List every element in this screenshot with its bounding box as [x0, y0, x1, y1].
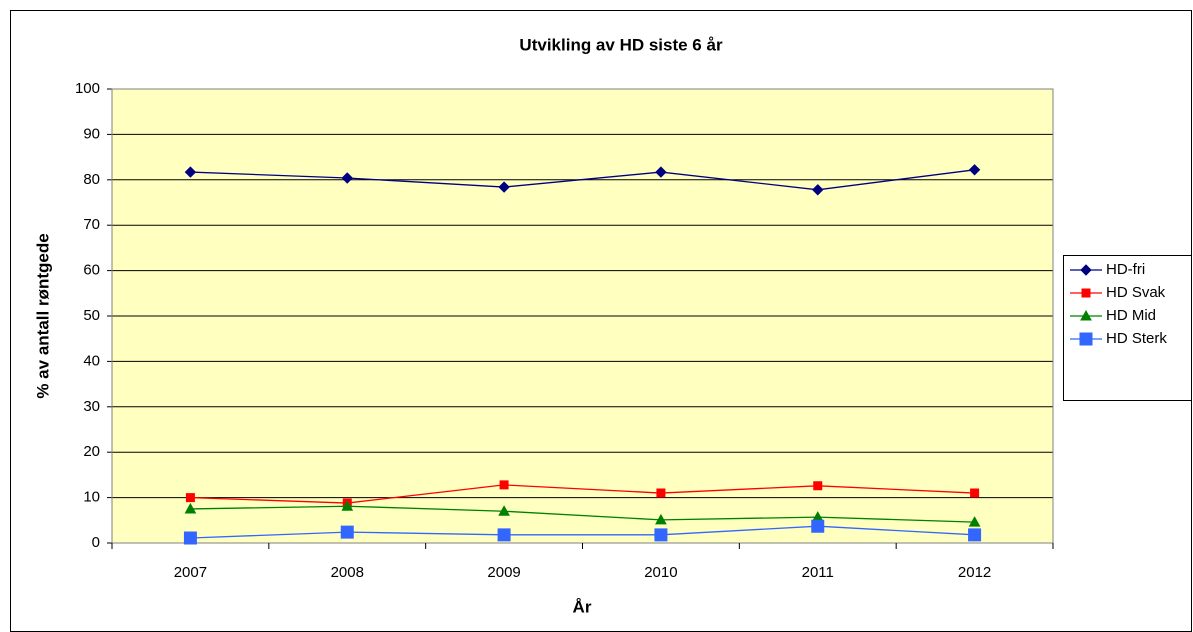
marker: [185, 493, 195, 503]
marker: [656, 488, 666, 498]
y-tick-label: 0: [92, 534, 100, 551]
y-axis-label: % av antall røntgede: [33, 233, 52, 398]
legend-marker: [1081, 288, 1091, 298]
marker: [811, 519, 825, 533]
y-tick-label: 90: [83, 125, 100, 142]
y-tick-label: 30: [83, 398, 100, 415]
marker: [968, 516, 981, 527]
marker: [340, 525, 354, 539]
marker: [655, 166, 667, 178]
x-tick-label: 2011: [802, 564, 834, 581]
marker: [184, 166, 197, 178]
y-tick-label: 40: [83, 352, 100, 369]
marker: [184, 502, 197, 514]
x-tick-label: 2010: [644, 564, 677, 581]
y-tick-label: 10: [83, 489, 100, 506]
y-tick-label: 60: [83, 262, 100, 279]
marker: [341, 500, 354, 511]
marker: [812, 184, 824, 196]
marker: [654, 528, 668, 542]
marker: [655, 513, 667, 525]
marker: [813, 481, 823, 491]
legend-marker: [1080, 264, 1092, 276]
marker: [968, 528, 982, 542]
series-line: [190, 525, 975, 539]
marker: [341, 172, 353, 184]
marker: [498, 505, 510, 516]
series-line: [190, 169, 975, 191]
chart-title: Utvikling av HD siste 6 år: [519, 35, 723, 54]
y-tick-label: 100: [75, 80, 100, 97]
y-tick-label: 70: [83, 216, 100, 233]
legend-label: HD-fri: [1106, 261, 1145, 278]
marker: [183, 531, 197, 545]
y-tick-label: 20: [83, 443, 100, 460]
legend-marker: [1080, 309, 1092, 321]
series-line: [190, 505, 975, 523]
series-line: [190, 484, 975, 504]
marker: [498, 181, 510, 193]
x-tick-label: 2007: [174, 564, 207, 581]
x-tick-label: 2009: [487, 564, 520, 581]
marker: [970, 488, 980, 498]
legend-label: HD Svak: [1106, 284, 1166, 301]
marker: [968, 164, 981, 176]
x-tick-label: 2012: [958, 564, 991, 581]
marker: [497, 528, 511, 542]
legend: [1063, 255, 1192, 401]
marker: [499, 480, 509, 490]
legend-label: HD Sterk: [1106, 330, 1167, 347]
y-tick-label: 50: [83, 307, 100, 324]
y-tick-label: 80: [83, 171, 100, 188]
x-axis-label: År: [573, 597, 592, 616]
legend-marker: [1079, 332, 1093, 346]
legend-label: HD Mid: [1106, 307, 1156, 324]
x-tick-label: 2008: [331, 564, 364, 581]
